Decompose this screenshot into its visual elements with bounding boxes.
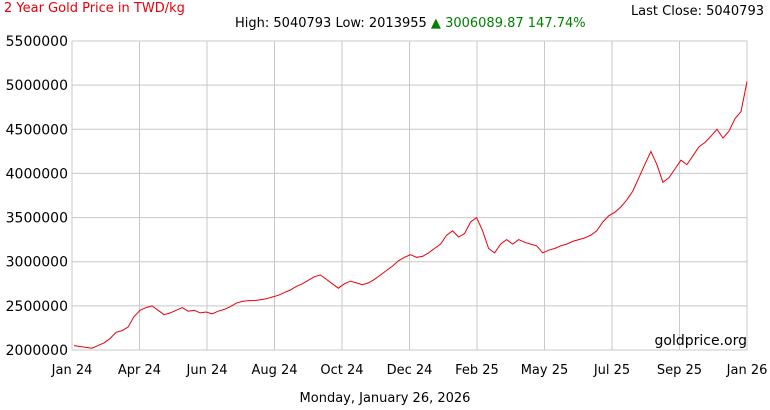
x-tick-label: Dec 24 <box>387 363 433 378</box>
low-value: 2013955 <box>368 16 427 31</box>
change-up-arrow-icon: ▲ <box>430 16 441 31</box>
x-tick-label: Oct 24 <box>320 363 363 378</box>
y-tick-label: 4000000 <box>6 166 68 182</box>
plot-frame <box>71 40 748 351</box>
x-tick-label: May 25 <box>521 363 569 378</box>
high-label: High: <box>235 16 270 31</box>
y-tick-label: 5500000 <box>6 34 68 50</box>
x-axis-ticks: Jan 24 Apr 24 Jun 24 Aug 24 Oct 24 Dec 24 Feb … <box>51 363 768 378</box>
y-axis-ticks: 5500000 5000000 4500000 4000000 3500000 30000… <box>6 34 68 359</box>
last-close-value: 5040793 <box>706 4 764 19</box>
last-close-label: Last Close: <box>630 4 702 19</box>
y-tick-label: 3000000 <box>6 255 68 271</box>
high-value: 5040793 <box>273 16 332 31</box>
last-close: Last Close: 5040793 <box>631 4 764 19</box>
y-tick-label: 3500000 <box>6 211 68 227</box>
x-tick-label: Sep 25 <box>657 363 702 378</box>
grid <box>71 40 748 351</box>
watermark: goldprice.org <box>654 333 747 349</box>
x-tick-label: Feb 25 <box>455 363 499 378</box>
x-tick-label: Jan 24 <box>51 363 93 378</box>
change-percent: 147.74% <box>527 16 586 31</box>
x-tick-label: Jun 24 <box>186 363 228 378</box>
low-label: Low: <box>335 16 365 31</box>
footer-date: Monday, January 26, 2026 <box>299 391 471 406</box>
x-tick-label: Aug 24 <box>251 363 297 378</box>
x-tick-label: Jan 26 <box>726 363 768 378</box>
price-series-line <box>73 81 748 349</box>
y-tick-label: 2500000 <box>6 299 68 315</box>
y-tick-label: 2000000 <box>6 343 68 359</box>
x-tick-label: Jul 25 <box>593 363 630 378</box>
y-tick-label: 5000000 <box>6 78 68 94</box>
change-value: 3006089.87 <box>445 16 524 31</box>
chart-title: 2 Year Gold Price in TWD/kg <box>4 1 185 16</box>
price-stats: High: 5040793 Low: 2013955 ▲ 3006089.87 … <box>235 16 586 31</box>
x-tick-label: Apr 24 <box>118 363 161 378</box>
y-tick-label: 4500000 <box>6 122 68 138</box>
